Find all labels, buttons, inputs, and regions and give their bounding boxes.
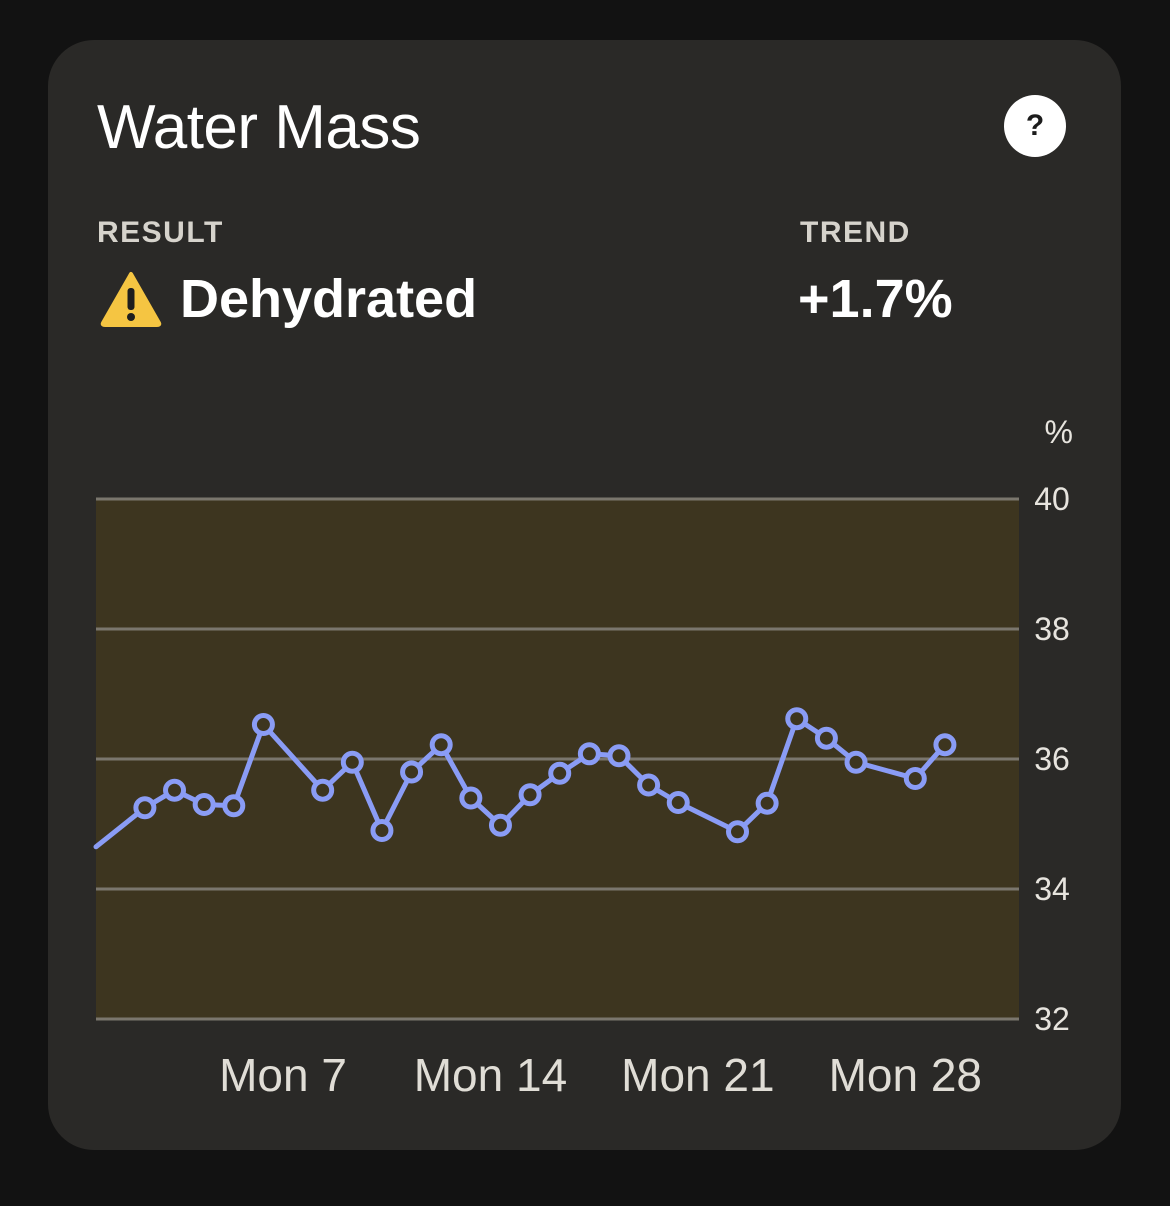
x-tick-label: Mon 7 bbox=[219, 1049, 347, 1101]
result-value-row: Dehydrated bbox=[100, 268, 477, 330]
y-unit-label: % bbox=[1045, 414, 1073, 450]
data-point bbox=[400, 760, 424, 784]
data-point bbox=[370, 819, 394, 842]
x-tick-label: Mon 28 bbox=[829, 1049, 982, 1101]
x-tick-label: Mon 14 bbox=[414, 1049, 567, 1101]
data-point bbox=[311, 778, 335, 802]
data-point bbox=[340, 750, 364, 774]
x-tick-label: Mon 21 bbox=[621, 1049, 774, 1101]
data-point bbox=[844, 750, 868, 774]
data-point bbox=[548, 761, 572, 785]
y-tick-label: 34 bbox=[1034, 871, 1070, 907]
card-title: Water Mass bbox=[97, 93, 421, 162]
data-point bbox=[814, 726, 838, 750]
help-button[interactable]: ? bbox=[1004, 95, 1066, 157]
data-point bbox=[429, 733, 453, 757]
data-point bbox=[933, 733, 957, 757]
y-tick-label: 38 bbox=[1034, 611, 1070, 647]
data-point bbox=[785, 707, 809, 731]
data-point bbox=[133, 796, 157, 820]
data-point bbox=[488, 813, 512, 837]
result-label: RESULT bbox=[97, 216, 224, 249]
data-point bbox=[755, 791, 779, 815]
data-point bbox=[251, 713, 275, 737]
question-mark-icon: ? bbox=[1025, 109, 1045, 142]
data-point bbox=[607, 744, 631, 768]
data-point bbox=[666, 791, 690, 815]
trend-label: TREND bbox=[800, 216, 911, 249]
y-tick-label: 40 bbox=[1034, 481, 1070, 517]
y-tick-label: 36 bbox=[1034, 741, 1070, 777]
data-point bbox=[903, 767, 927, 790]
data-point bbox=[726, 820, 750, 844]
series-line bbox=[93, 716, 948, 850]
trend-value: +1.7% bbox=[798, 269, 953, 329]
y-tick-label: 32 bbox=[1034, 1001, 1070, 1037]
data-point bbox=[192, 793, 216, 816]
data-point bbox=[222, 794, 246, 818]
data-point bbox=[637, 773, 661, 797]
data-point bbox=[163, 778, 187, 802]
warning-icon bbox=[100, 272, 162, 327]
data-point bbox=[459, 786, 483, 810]
data-point bbox=[577, 742, 601, 766]
data-point bbox=[518, 783, 542, 807]
result-value: Dehydrated bbox=[180, 269, 478, 329]
